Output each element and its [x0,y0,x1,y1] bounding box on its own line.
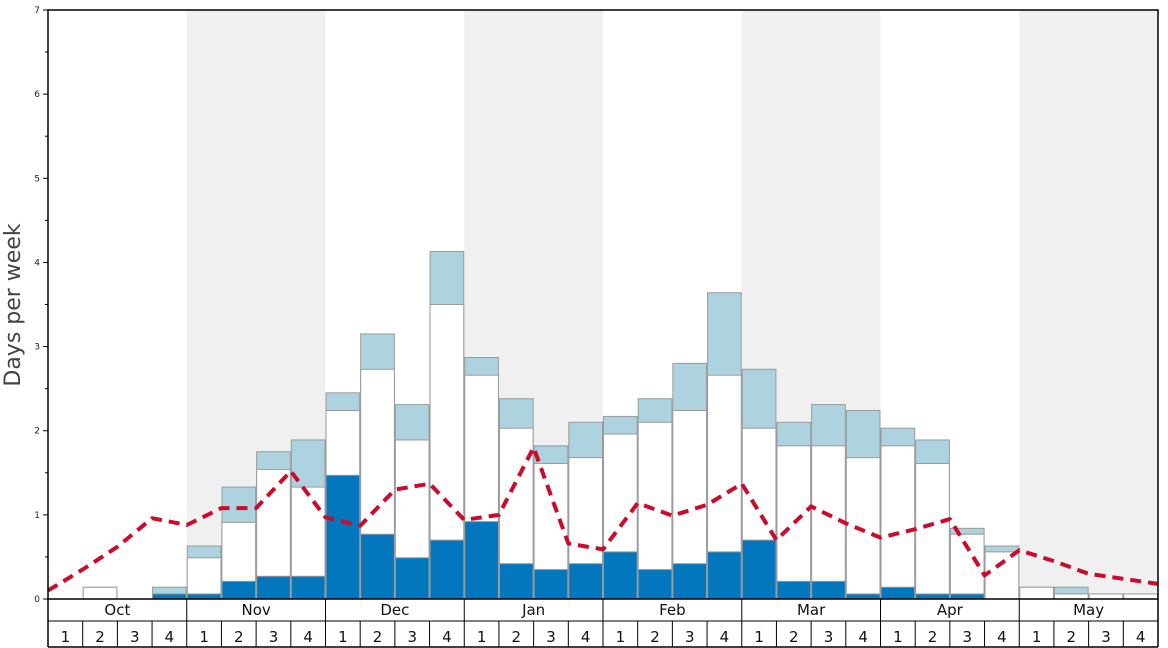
y-tick-label-0: 0 [34,595,40,605]
week-label: 4 [581,628,591,646]
bar-base-22 [811,580,846,600]
bar-base-5 [221,580,257,600]
bar-base-3 [152,593,187,600]
week-label: 4 [442,628,452,646]
week-label: 3 [130,628,140,646]
y-tick-label-5: 5 [34,174,40,184]
bar-base-6 [256,575,291,600]
bar-base-19 [707,551,742,600]
bar-base-10 [394,557,430,600]
week-label: 3 [962,628,972,646]
bar-base-24 [880,586,916,600]
bar-base-20 [741,539,777,600]
bar-base-4 [186,593,222,600]
week-label: 4 [303,628,313,646]
week-label: 2 [789,628,799,646]
bar-middle-25 [915,463,950,600]
month-label-nov: Nov [241,601,270,619]
y-tick-label-6: 6 [34,90,40,100]
y-tick-label-7: 7 [34,6,40,16]
bar-base-16 [603,551,638,600]
bar-middle-24 [880,445,916,600]
bar-base-8 [325,474,361,600]
month-label-may: May [1073,601,1104,619]
bar-middle-29 [1053,593,1089,600]
bar-middle-1 [82,586,118,600]
y-tick-label-1: 1 [34,511,40,521]
bar-base-9 [360,533,395,600]
week-label: 3 [407,628,417,646]
month-label-feb: Feb [659,601,686,619]
week-label: 1 [477,628,487,646]
bar-base-25 [915,593,950,600]
bar-base-23 [845,593,881,600]
bar-middle-21 [776,445,812,600]
week-label: 2 [512,628,522,646]
week-label: 3 [1101,628,1111,646]
week-label: 4 [997,628,1007,646]
week-label: 3 [269,628,279,646]
month-label-apr: Apr [937,601,964,619]
week-label: 1 [616,628,626,646]
week-label: 2 [95,628,105,646]
bar-base-17 [637,569,673,600]
week-label: 4 [858,628,868,646]
week-label: 2 [1067,628,1077,646]
month-label-jan: Jan [521,601,545,619]
week-label: 3 [824,628,834,646]
bar-base-12 [464,521,499,600]
y-tick-label-4: 4 [34,258,40,268]
bar-base-14 [533,569,569,600]
bar-middle-30 [1088,593,1124,600]
month-bands [186,10,1158,599]
y-axis-label: Days per week [1,223,26,386]
y-tick-label-3: 3 [34,343,40,353]
bar-middle-28 [1019,586,1054,600]
trend-line [46,445,1159,593]
bar-base-18 [672,563,708,600]
week-label: 2 [373,628,383,646]
x-axis-group: Oct Nov Dec Jan Feb Mar Apr May 1 2 3 4 1 2 3 4 1 2 3 4 1 2 3 4… [47,599,1159,648]
week-label: 2 [928,628,938,646]
y-tick-label-2: 2 [34,427,40,437]
week-label: 1 [893,628,903,646]
month-label-oct: Oct [104,601,130,619]
bar-middle-4 [186,557,222,600]
line-group [46,445,1159,593]
week-label: 2 [234,628,244,646]
week-label: 3 [546,628,556,646]
month-label-mar: Mar [797,601,826,619]
bar-base-13 [498,563,534,600]
week-label: 2 [650,628,660,646]
week-label: 1 [61,628,71,646]
month-label-dec: Dec [380,601,409,619]
bar-middle-27 [984,551,1020,600]
week-label: 4 [1136,628,1146,646]
week-label: 1 [1032,628,1042,646]
month-band-may [1019,10,1158,599]
bar-middle-31 [1123,593,1158,600]
week-label: 3 [685,628,695,646]
week-label: 1 [338,628,348,646]
bar-base-15 [568,563,603,600]
week-label: 1 [199,628,209,646]
bar-base-21 [776,580,812,600]
week-label: 4 [165,628,175,646]
bar-base-26 [949,593,985,600]
bar-base-7 [290,575,326,600]
week-label: 1 [754,628,764,646]
bars-group [82,250,1158,600]
week-label: 4 [720,628,730,646]
bar-base-11 [429,539,465,600]
